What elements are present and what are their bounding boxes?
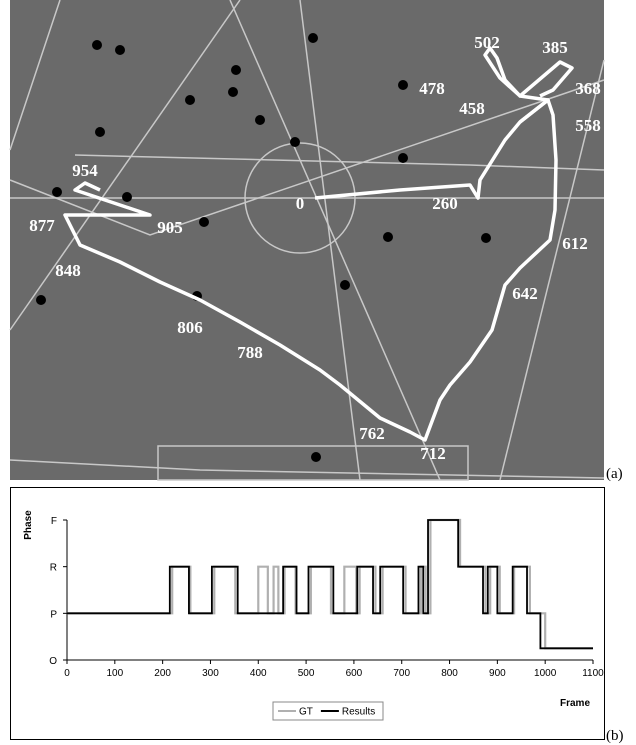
- x-axis-label: Frame: [560, 698, 590, 709]
- frame-label: 642: [512, 284, 538, 303]
- frame-label: 954: [72, 161, 98, 180]
- y-tick-label: R: [50, 563, 57, 574]
- y-tick-label: F: [51, 516, 57, 527]
- field-image: [10, 0, 604, 480]
- x-tick-label: 1100: [582, 668, 604, 679]
- y-tick-label: O: [49, 656, 57, 667]
- x-tick-label: 900: [489, 668, 506, 679]
- y-axis-label: Phase: [23, 510, 34, 540]
- x-tick-label: 1000: [534, 668, 557, 679]
- x-tick-label: 200: [154, 668, 171, 679]
- frame-label: 385: [542, 38, 568, 57]
- x-tick-label: 0: [64, 668, 70, 679]
- frame-label: 788: [237, 343, 263, 362]
- frame-label: 0: [296, 194, 305, 213]
- x-tick-label: 700: [393, 668, 410, 679]
- frame-label: 558: [575, 116, 601, 135]
- frame-label: 458: [459, 99, 485, 118]
- panel-label: (b): [606, 728, 624, 744]
- x-tick-label: 300: [202, 668, 219, 679]
- frame-label: 762: [359, 424, 385, 443]
- legend-label: Results: [342, 707, 375, 718]
- legend-label: GT: [299, 707, 313, 718]
- frame-label: 502: [474, 33, 500, 52]
- x-tick-label: 400: [250, 668, 267, 679]
- frame-label: 260: [432, 194, 458, 213]
- x-tick-label: 800: [441, 668, 458, 679]
- y-tick-label: P: [50, 609, 57, 620]
- x-tick-label: 100: [106, 668, 123, 679]
- frame-label: 612: [562, 234, 588, 253]
- field-background: [10, 0, 604, 480]
- frame-label: 905: [157, 218, 183, 237]
- frame-label: 877: [29, 216, 55, 235]
- x-tick-label: 500: [298, 668, 315, 679]
- frame-label: 848: [55, 261, 81, 280]
- x-tick-label: 600: [346, 668, 363, 679]
- page: (a) 0 260 502 385 368 478 458 558 954 877 905 848 61…: [0, 0, 636, 745]
- panel-label: (a): [606, 466, 623, 482]
- frame-label: 478: [419, 79, 445, 98]
- frame-label: 712: [420, 444, 446, 463]
- figure: (a) 0 260 502 385 368 478 458 558 954 877 905 848 61…: [0, 0, 636, 745]
- frame-label: 806: [177, 318, 203, 337]
- frame-label: 368: [575, 79, 601, 98]
